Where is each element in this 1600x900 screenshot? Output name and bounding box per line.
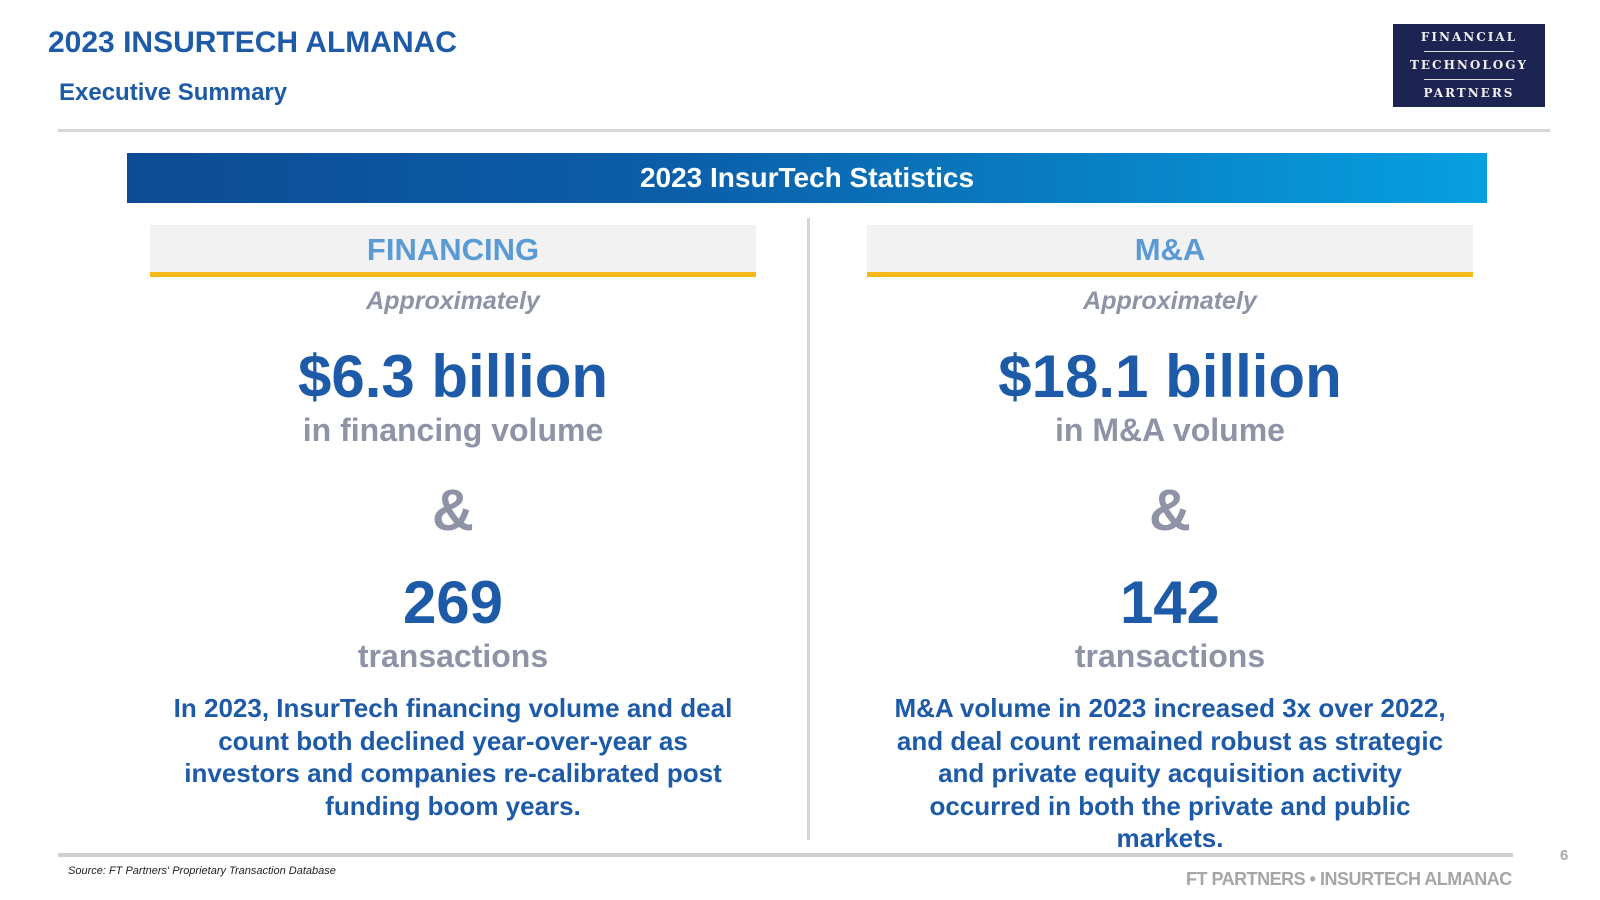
ma-count-label: transactions xyxy=(1074,638,1266,674)
financing-volume-label: in financing volume xyxy=(302,412,604,448)
ma-ampersand: & xyxy=(1149,478,1191,543)
financing-ampersand: & xyxy=(432,478,474,543)
financing-heading: FINANCING xyxy=(150,225,756,277)
financing-description: In 2023, InsurTech financing volume and … xyxy=(173,693,733,821)
logo-line-1: FINANCIAL xyxy=(1420,30,1518,44)
page-title: 2023 INSURTECH ALMANAC xyxy=(48,26,457,59)
page-number: 6 xyxy=(1560,847,1569,864)
financing-volume: $6.3 billion xyxy=(297,343,609,410)
footer-brand: FT PARTNERS • INSURTECH ALMANAC xyxy=(1186,869,1512,889)
footer-divider xyxy=(58,853,1513,857)
logo-divider xyxy=(1424,79,1514,80)
ma-heading: M&A xyxy=(867,225,1473,277)
logo-line-2: TECHNOLOGY xyxy=(1409,58,1529,72)
ma-column: M&A Approximately $18.1 billion in M&A v… xyxy=(867,225,1473,855)
source-note: Source: FT Partners' Proprietary Transac… xyxy=(68,865,336,877)
logo-line-3: PARTNERS xyxy=(1423,86,1515,100)
section-banner: 2023 InsurTech Statistics xyxy=(127,153,1487,203)
financing-count-label: transactions xyxy=(357,638,549,674)
financing-column: FINANCING Approximately $6.3 billion in … xyxy=(150,225,756,822)
ma-description: M&A volume in 2023 increased 3x over 202… xyxy=(894,693,1446,853)
header-divider xyxy=(58,129,1550,132)
ma-volume-label: in M&A volume xyxy=(1055,412,1285,448)
financing-count: 269 xyxy=(402,569,504,636)
column-divider xyxy=(807,218,810,840)
ma-volume: $18.1 billion xyxy=(998,343,1342,410)
logo-divider xyxy=(1424,51,1514,52)
ma-approx: Approximately xyxy=(1083,287,1257,315)
ma-count: 142 xyxy=(1119,569,1221,636)
financing-approx: Approximately xyxy=(366,287,540,315)
ft-partners-logo: FINANCIAL TECHNOLOGY PARTNERS xyxy=(1393,24,1545,107)
page-subtitle: Executive Summary xyxy=(59,79,288,106)
